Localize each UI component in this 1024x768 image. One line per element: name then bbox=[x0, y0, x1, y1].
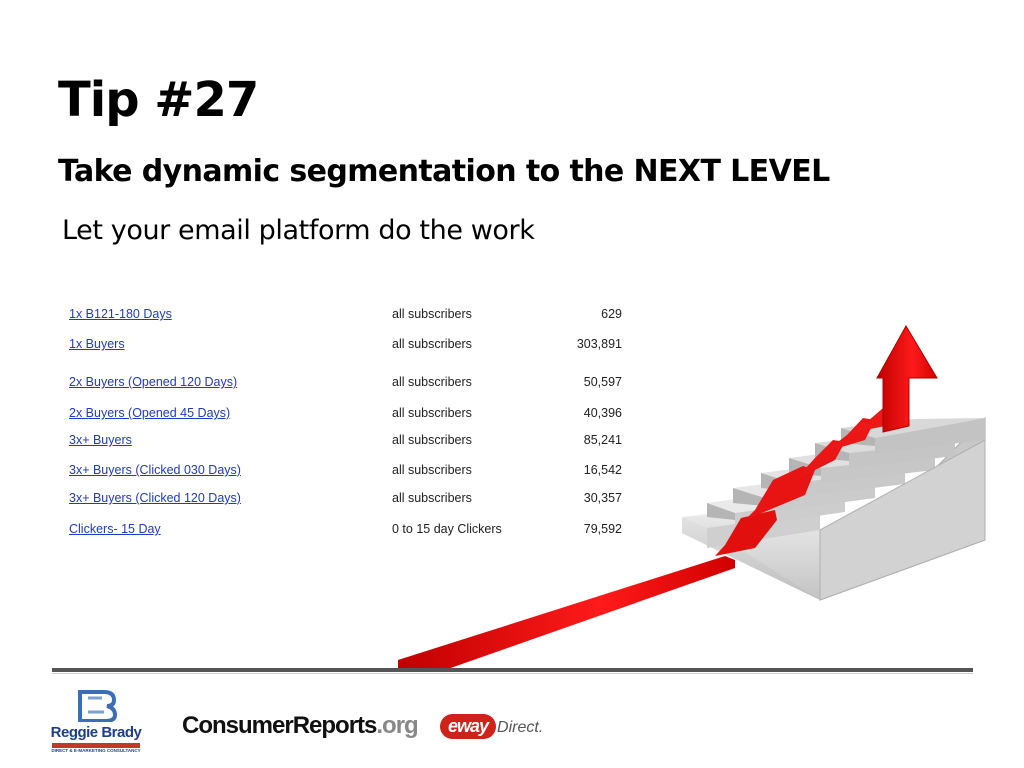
segment-count: 50,597 bbox=[583, 375, 622, 389]
segment-count: 79,592 bbox=[583, 522, 622, 536]
segment-audience: 0 to 15 day Clickers bbox=[392, 522, 502, 536]
table-row: Clickers- 15 Day 0 to 15 day Clickers 79… bbox=[0, 520, 640, 538]
table-row: 2x Buyers (Opened 120 Days) all subscrib… bbox=[0, 373, 640, 391]
red-carpet bbox=[398, 556, 735, 670]
segment-count: 303,891 bbox=[576, 337, 622, 351]
segment-link[interactable]: 3x+ Buyers bbox=[69, 433, 132, 447]
reggie-brady-bar bbox=[52, 743, 140, 748]
slide-subtitle: Take dynamic segmentation to the NEXT LE… bbox=[58, 154, 830, 189]
slide-title: Tip #27 bbox=[58, 72, 259, 128]
slide-tagline: Let your email platform do the work bbox=[62, 215, 535, 246]
table-row: 1x B121-180 Days all subscribers 629 bbox=[0, 305, 640, 323]
segment-table: 1x B121-180 Days all subscribers 629 1x … bbox=[0, 0, 640, 560]
table-row: 3x+ Buyers (Clicked 120 Days) all subscr… bbox=[0, 489, 640, 507]
segment-count: 40,396 bbox=[583, 406, 622, 420]
stairs-arrow-illustration bbox=[398, 324, 986, 670]
footer-divider-shadow bbox=[52, 673, 973, 674]
table-row: 3x+ Buyers all subscribers 85,241 bbox=[0, 431, 640, 449]
table-row: 3x+ Buyers (Clicked 030 Days) all subscr… bbox=[0, 461, 640, 479]
segment-link[interactable]: 1x Buyers bbox=[69, 337, 125, 351]
consumer-reports-suffix: .org bbox=[376, 712, 418, 739]
segment-count: 16,542 bbox=[583, 463, 622, 477]
segment-audience: all subscribers bbox=[392, 433, 472, 447]
table-row: 1x Buyers all subscribers 303,891 bbox=[0, 335, 640, 353]
segment-link[interactable]: 1x B121-180 Days bbox=[69, 307, 172, 321]
segment-audience: all subscribers bbox=[392, 375, 472, 389]
segment-audience: all subscribers bbox=[392, 406, 472, 420]
reggie-brady-logo: Reggie Brady DIRECT & E-MARKETING CONSUL… bbox=[50, 688, 142, 758]
segment-audience: all subscribers bbox=[392, 307, 472, 321]
consumer-reports-logo: ConsumerReports.org bbox=[182, 712, 419, 740]
segment-count: 85,241 bbox=[583, 433, 622, 447]
segment-link[interactable]: 3x+ Buyers (Clicked 120 Days) bbox=[69, 491, 241, 505]
segment-link[interactable]: Clickers- 15 Day bbox=[69, 522, 161, 536]
eway-main: eway bbox=[440, 714, 497, 739]
segment-link[interactable]: 3x+ Buyers (Clicked 030 Days) bbox=[69, 463, 241, 477]
segment-count: 30,357 bbox=[583, 491, 622, 505]
rb-monogram-icon bbox=[78, 690, 118, 722]
segment-link[interactable]: 2x Buyers (Opened 120 Days) bbox=[69, 375, 238, 389]
consumer-reports-main: ConsumerReports bbox=[182, 712, 377, 739]
segment-audience: all subscribers bbox=[392, 491, 472, 505]
arrow-up-icon bbox=[876, 324, 938, 433]
eway-suffix: Direct. bbox=[497, 719, 544, 736]
footer-logos: Reggie Brady DIRECT & E-MARKETING CONSUL… bbox=[0, 680, 1024, 768]
eway-direct-logo: eway Direct. bbox=[440, 714, 543, 744]
reggie-brady-name: Reggie Brady bbox=[50, 724, 142, 741]
segment-audience: all subscribers bbox=[392, 463, 472, 477]
reggie-brady-tagline: DIRECT & E-MARKETING CONSULTANCY bbox=[51, 748, 141, 753]
segment-audience: all subscribers bbox=[392, 337, 472, 351]
footer-divider bbox=[52, 668, 973, 672]
table-row: 2x Buyers (Opened 45 Days) all subscribe… bbox=[0, 404, 640, 422]
segment-link[interactable]: 2x Buyers (Opened 45 Days) bbox=[69, 406, 231, 420]
segment-count: 629 bbox=[601, 307, 622, 321]
